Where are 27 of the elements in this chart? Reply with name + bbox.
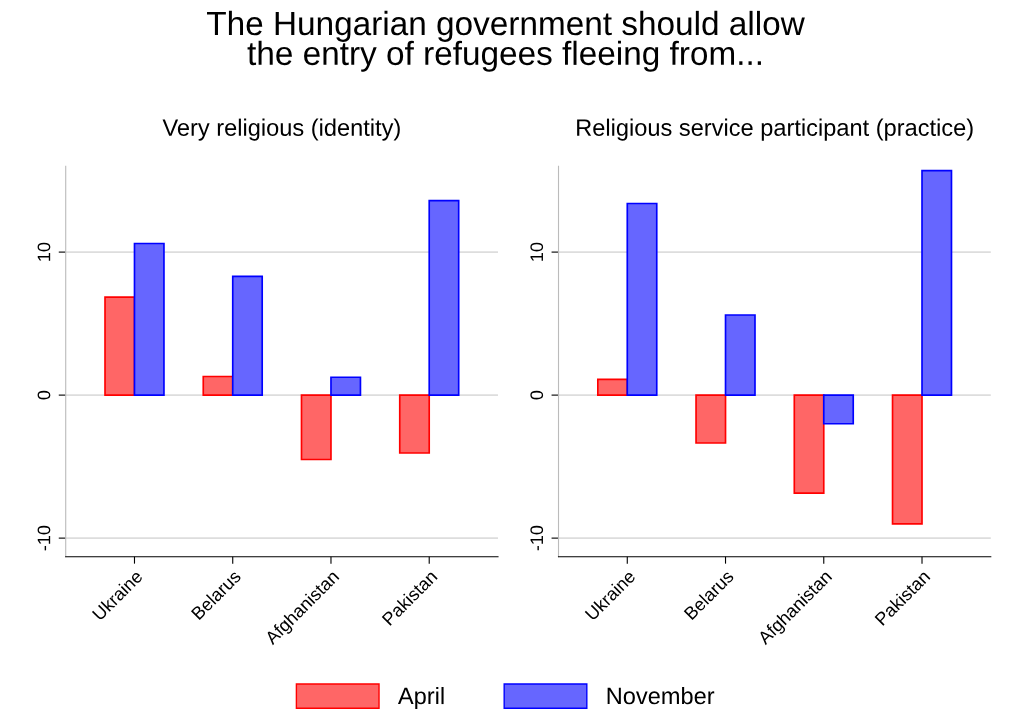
bar [695,394,727,444]
y-tick-label: 10 [37,242,51,261]
bar [133,242,165,396]
bar [300,394,332,461]
bar [398,394,431,454]
bar [202,375,234,396]
chart-subtitle: Religious service participant (practice) [577,118,973,141]
y-tick-label: 0 [530,390,544,400]
bar [428,199,460,396]
bar [822,394,855,425]
legend-label: April [397,686,444,709]
bar [891,394,923,525]
legend-label: November [607,686,715,705]
bar [793,394,825,494]
y-tick-label: -10 [530,525,544,551]
bar [231,275,264,396]
y-tick-label: -10 [37,525,51,551]
y-tick-label: 10 [530,242,544,261]
bar [330,376,362,396]
y-tick-label: 0 [37,390,51,400]
chart-subtitle: Very religious (identity) [162,118,400,141]
bar [596,378,629,396]
bar [104,296,136,396]
bar [626,202,658,396]
bar [921,169,953,396]
bar [724,314,756,396]
chart-title: The Hungarian government should allow the entry of refugees fleeing from... [207,10,805,72]
